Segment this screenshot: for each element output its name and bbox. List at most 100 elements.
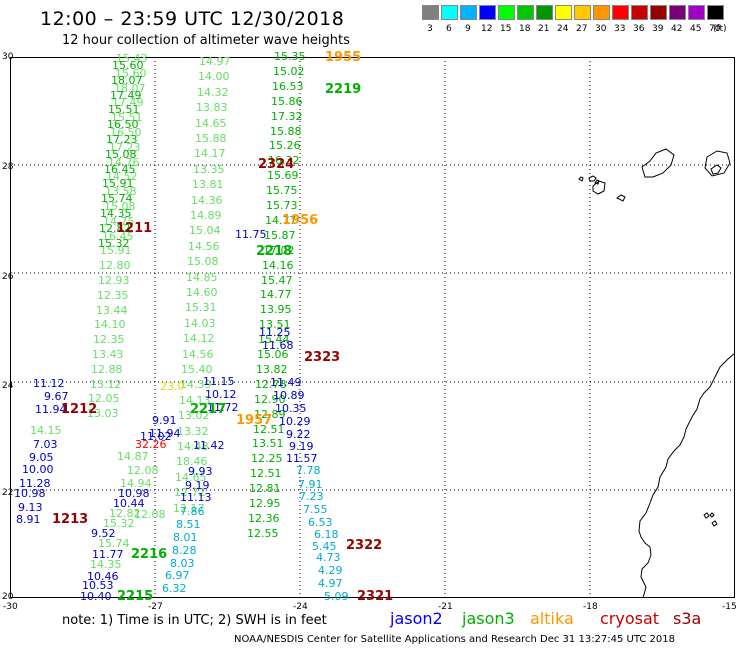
wave-height-label: 12.08 — [127, 464, 159, 477]
wave-height-label: 12.05 — [88, 392, 120, 405]
scale-label: 24 — [557, 24, 569, 34]
scale-label: 15 — [500, 24, 512, 34]
wave-height-label: 9.22 — [286, 428, 311, 441]
legend-cryosat: cryosat — [600, 609, 660, 628]
wave-height-label: 12.89 — [254, 408, 286, 421]
scale-swatch — [631, 5, 648, 20]
wave-height-label: 15.73 — [266, 199, 298, 212]
wave-height-label: 12.78 — [255, 378, 287, 391]
wave-height-label: 18.46 — [176, 455, 208, 468]
scale-label: 36 — [633, 24, 645, 34]
wave-height-label: 14.77 — [260, 288, 292, 301]
wave-height-label: 15.69 — [267, 169, 299, 182]
lon-tick-label: -15 — [722, 602, 737, 612]
scale-swatch — [460, 5, 477, 20]
scale-swatch — [688, 5, 705, 20]
color-scale-legend: 3 6 9 12 15 18 21 24 27 30 33 36 39 42 45 70 (ft) — [422, 5, 732, 37]
wave-height-label: 14.48 — [177, 440, 209, 453]
wave-height-label: 5.09 — [324, 590, 349, 603]
wave-height-label: 10.35 — [275, 402, 307, 415]
wave-height-label: 7.55 — [303, 503, 328, 516]
wave-height-label: 14.03 — [184, 317, 216, 330]
scale-label: 33 — [614, 24, 626, 34]
wave-height-label: 14.15 — [30, 424, 62, 437]
scale-label: 21 — [538, 24, 550, 34]
pass-time-label: 1211 — [116, 221, 153, 236]
wave-height-label: 8.91 — [16, 513, 41, 526]
wave-height-label: 14.87 — [117, 450, 149, 463]
wave-height-label: 12.51 — [253, 423, 285, 436]
wave-height-label: 15.88 — [195, 132, 227, 145]
wave-height-label: 12.51 — [250, 467, 282, 480]
wave-height-label: 12.88 — [91, 363, 123, 376]
wave-height-label: 6.32 — [162, 582, 187, 595]
wave-height-label: 14.35 — [100, 207, 132, 220]
wave-height-label: 14.56 — [188, 240, 220, 253]
wave-height-label: 15.43 — [116, 52, 148, 65]
wave-height-label: 9.13 — [18, 501, 43, 514]
scale-swatch — [555, 5, 572, 20]
lon-tick-label: -27 — [148, 602, 163, 612]
wave-height-label: 13.58 — [105, 185, 137, 198]
wave-height-label: 10.46 — [87, 570, 119, 583]
wave-height-label: 11.28 — [19, 477, 51, 490]
scale-label: 70 — [709, 24, 721, 34]
page-title: 12:00 – 23:59 UTC 12/30/2018 — [40, 8, 345, 30]
wave-height-label: 7.91 — [298, 478, 323, 491]
wave-height-label: 12.81 — [249, 482, 281, 495]
wave-height-label: 13.83 — [196, 101, 228, 114]
wave-height-label: 13.82 — [256, 363, 288, 376]
wave-height-label: 12.82 — [109, 507, 141, 520]
wave-height-label: 11.42 — [193, 439, 225, 452]
island-tenerife — [641, 148, 675, 178]
scale-label: 6 — [446, 24, 452, 34]
wave-height-label: 13.02 — [178, 409, 210, 422]
wave-height-label: 15.35 — [274, 50, 306, 63]
wave-height-label: 8.03 — [170, 557, 195, 570]
page-subtitle: 12 hour collection of altimeter wave hei… — [62, 33, 350, 48]
scale-label: 42 — [671, 24, 683, 34]
wave-height-label: 12.80 — [99, 259, 131, 272]
wave-height-label: 17.23 — [109, 141, 141, 154]
wave-height-label: 11.72 — [207, 401, 239, 414]
scale-swatch — [593, 5, 610, 20]
wave-height-label: 14.77 — [265, 214, 297, 227]
pass-time-label: 2321 — [357, 589, 394, 604]
scale-swatch — [479, 5, 496, 20]
wave-height-label: 13.81 — [192, 178, 224, 191]
wave-height-label: 15.86 — [271, 95, 303, 108]
lon-tick-label: -24 — [293, 602, 308, 612]
wave-height-label: 15.74 — [101, 192, 133, 205]
island-gran-canaria — [704, 150, 731, 177]
wave-height-label: 15.06 — [257, 348, 289, 361]
island-tiny — [578, 176, 584, 182]
lat-tick-label: 28 — [2, 162, 14, 172]
wave-height-label: 12.36 — [248, 512, 280, 525]
wave-height-label: 9.67 — [44, 390, 69, 403]
wave-height-label: 15.08 — [104, 200, 136, 213]
wave-height-label: 13.03 — [87, 407, 119, 420]
wave-height-label: 11.15 — [203, 375, 235, 388]
wave-height-label: 10.98 — [118, 487, 150, 500]
wave-height-label: 11.12 — [33, 377, 65, 390]
scale-label: 39 — [652, 24, 664, 34]
island-el-hierro — [594, 179, 600, 185]
wave-height-label: 14.65 — [195, 117, 227, 130]
lat-tick-label: 22 — [2, 488, 14, 498]
scale-swatch — [422, 5, 439, 20]
wave-height-label: 15.08 — [187, 255, 219, 268]
wave-height-label: 17.23 — [106, 133, 138, 146]
wave-height-label: 11.49 — [270, 376, 302, 389]
wave-height-label: 8.51 — [176, 518, 201, 531]
wave-height-label: 7.78 — [296, 464, 321, 477]
wave-height-label: 6.97 — [165, 569, 190, 582]
pass-time-label: 1957 — [236, 413, 273, 428]
lat-tick-label: 20 — [2, 592, 14, 602]
wave-height-label: 14.76 — [108, 156, 140, 169]
wave-height-label: 15.91 — [102, 177, 134, 190]
coastline-africa — [638, 352, 735, 598]
footer-credit: NOAA/NESDIS Center for Satellite Applica… — [234, 634, 676, 645]
scale-swatch — [612, 5, 629, 20]
wave-height-label: 13.51 — [252, 437, 284, 450]
